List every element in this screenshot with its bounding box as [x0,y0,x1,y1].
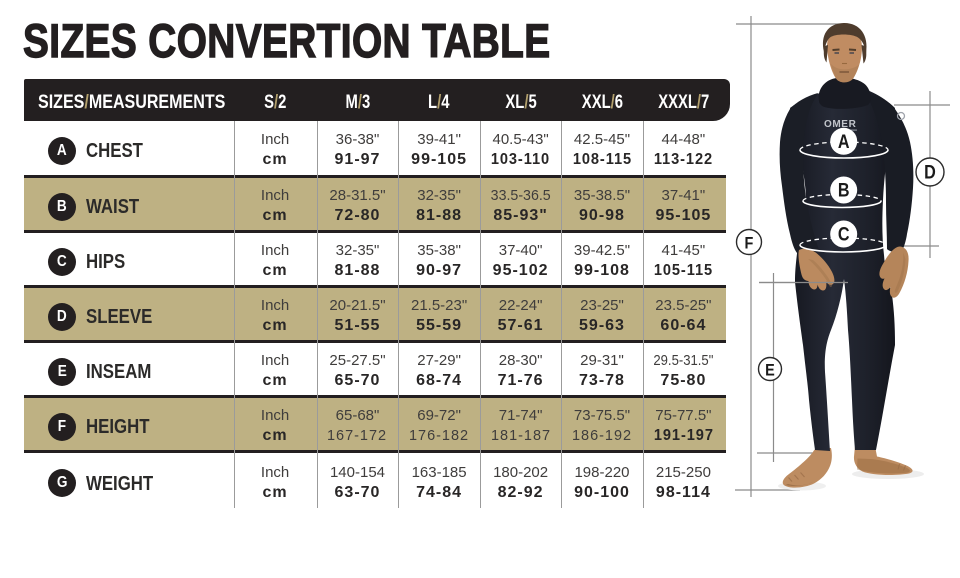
svg-text:F: F [745,234,754,252]
svg-text:D: D [924,161,936,183]
svg-text:C: C [838,223,850,245]
svg-text:OMER: OMER [824,119,857,130]
svg-text:E: E [765,361,775,379]
svg-text:B: B [838,179,850,201]
svg-text:A: A [838,131,850,153]
